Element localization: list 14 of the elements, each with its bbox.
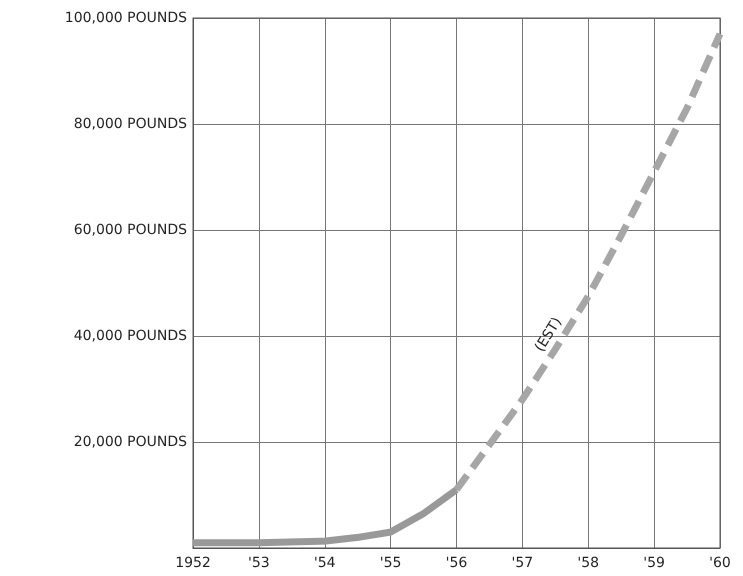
- y-tick-label: 20,000 POUNDS: [74, 434, 188, 450]
- x-tick-label: '57: [512, 555, 534, 571]
- y-tick-label: 60,000 POUNDS: [74, 222, 188, 238]
- x-tick-label: '54: [314, 555, 336, 571]
- x-tick-label: '60: [709, 555, 731, 571]
- x-tick-label: '58: [577, 555, 600, 571]
- x-tick-label: '53: [248, 555, 270, 571]
- x-tick-label: '55: [380, 555, 402, 571]
- x-tick-label: 1952: [175, 555, 211, 571]
- y-tick-label: 80,000 POUNDS: [74, 116, 188, 132]
- y-tick-label: 40,000 POUNDS: [74, 328, 188, 344]
- y-tick-label: 100,000 POUNDS: [64, 10, 188, 26]
- x-tick-label: '59: [643, 555, 665, 571]
- x-tick-label: '56: [446, 555, 468, 571]
